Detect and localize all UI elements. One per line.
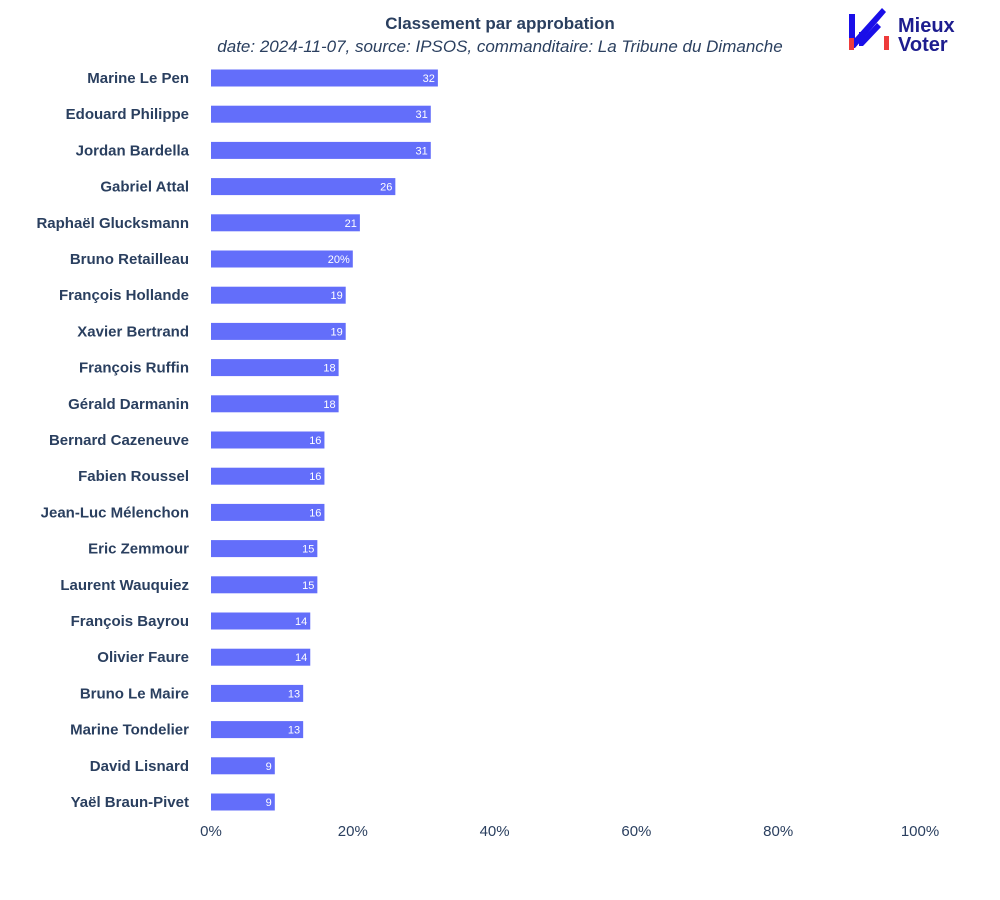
x-tick-label: 60%	[621, 823, 651, 840]
bar-value-label: 13	[288, 725, 300, 737]
category-labels: Marine Le Pen Edouard Philippe Jordan Bard…	[36, 70, 189, 811]
bar[interactable]	[211, 69, 438, 87]
x-tick-label: 0%	[200, 823, 222, 840]
bar[interactable]	[211, 431, 325, 449]
bar-value-label: 15	[302, 544, 314, 556]
logo-text-line2: Voter	[898, 34, 948, 56]
category-label: François Hollande	[59, 287, 189, 304]
logo-checkmark-icon	[849, 8, 889, 50]
bar[interactable]	[211, 467, 325, 485]
bar[interactable]	[211, 395, 339, 413]
bar-value-label: 15	[302, 580, 314, 592]
bar[interactable]	[211, 648, 311, 666]
category-label: Bernard Cazeneuve	[49, 432, 189, 449]
x-tick-label: 20%	[338, 823, 368, 840]
bar-value-label: 26	[380, 182, 392, 194]
logo-text-line1: Mieux	[898, 15, 955, 37]
category-label: Gérald Darmanin	[68, 396, 189, 413]
category-label: Marine Le Pen	[87, 70, 189, 87]
chart-subtitle: date: 2024-11-07, source: IPSOS, command…	[217, 37, 783, 56]
category-label: David Lisnard	[90, 758, 189, 775]
bar[interactable]	[211, 250, 353, 268]
bar-value-label: 13	[288, 688, 300, 700]
mieux-voter-logo: Mieux Voter	[846, 4, 966, 56]
category-label: Xavier Bertrand	[77, 323, 189, 340]
category-label: Fabien Roussel	[78, 468, 189, 485]
bar-value-label: 14	[295, 616, 307, 628]
category-label: François Ruffin	[79, 360, 189, 377]
bar-value-label: 14	[295, 652, 307, 664]
bar-value-label: 32	[423, 73, 435, 85]
bar-value-label: 9	[266, 761, 272, 773]
bar[interactable]	[211, 612, 311, 630]
bar-value-label: 16	[309, 471, 321, 483]
bar[interactable]	[211, 105, 431, 123]
bar[interactable]	[211, 322, 346, 340]
bar-value-label: 19	[330, 290, 342, 302]
bar[interactable]	[211, 540, 318, 558]
bar-value-label: 31	[416, 109, 428, 121]
bar[interactable]	[211, 503, 325, 521]
category-label: Bruno Retailleau	[70, 251, 189, 268]
data-labels: 32 31 31 26 21 20% 19 19 18 18 16 16 16 15 15 14 14 13 13 9…	[266, 73, 435, 809]
category-label: Edouard Philippe	[66, 106, 189, 123]
category-label: Jordan Bardella	[76, 142, 190, 159]
bar-value-label: 20%	[328, 254, 350, 266]
bar-value-label: 9	[266, 797, 272, 809]
bar-value-label: 31	[416, 145, 428, 157]
bar-value-label: 16	[309, 507, 321, 519]
bar-value-label: 18	[323, 399, 335, 411]
bar[interactable]	[211, 178, 396, 196]
x-tick-label: 80%	[763, 823, 793, 840]
bar[interactable]	[211, 793, 275, 811]
category-label: Gabriel Attal	[100, 179, 189, 196]
bar[interactable]	[211, 684, 304, 702]
bars	[211, 69, 438, 811]
bar[interactable]	[211, 214, 360, 232]
x-tick-label: 100%	[901, 823, 939, 840]
category-label: François Bayrou	[71, 613, 189, 630]
category-label: Raphaël Glucksmann	[36, 215, 189, 232]
category-label: Marine Tondelier	[70, 722, 189, 739]
category-label: Laurent Wauquiez	[60, 577, 189, 594]
category-label: Yaël Braun-Pivet	[71, 794, 189, 811]
bar[interactable]	[211, 141, 431, 159]
bar[interactable]	[211, 757, 275, 775]
category-label: Jean-Luc Mélenchon	[41, 504, 189, 521]
bar[interactable]	[211, 286, 346, 304]
category-label: Bruno Le Maire	[80, 685, 189, 702]
bar-value-label: 18	[323, 363, 335, 375]
category-label: Eric Zemmour	[88, 541, 189, 558]
chart-title: Classement par approbation	[385, 14, 615, 33]
category-label: Olivier Faure	[97, 649, 189, 666]
x-axis-ticks: 0% 20% 40% 60% 80% 100%	[200, 823, 939, 840]
bar[interactable]	[211, 359, 339, 377]
bar-value-label: 21	[345, 218, 357, 230]
bar[interactable]	[211, 576, 318, 594]
bar[interactable]	[211, 721, 304, 739]
x-tick-label: 40%	[480, 823, 510, 840]
bar-value-label: 19	[330, 326, 342, 338]
bar-value-label: 16	[309, 435, 321, 447]
